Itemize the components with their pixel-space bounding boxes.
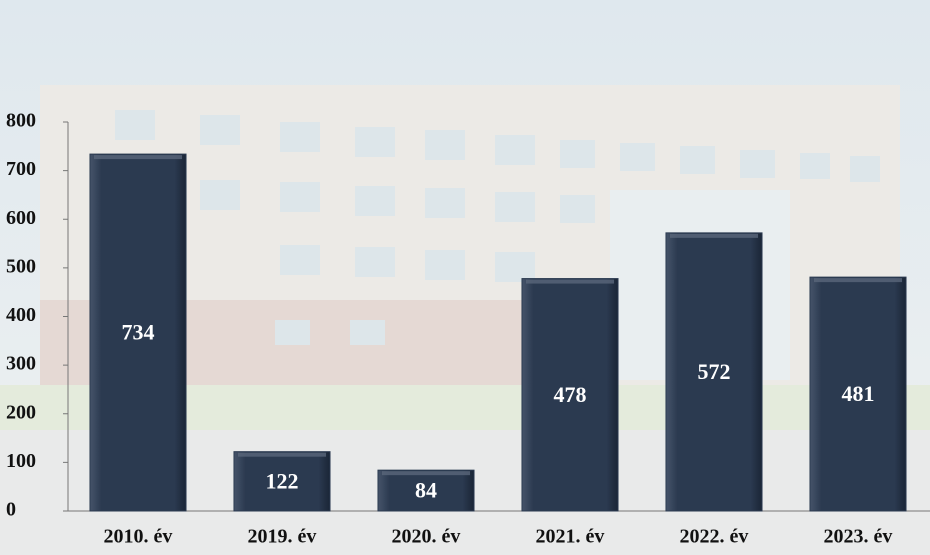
x-tick-label: 2020. év — [392, 526, 461, 548]
x-tick-label: 2023. év — [824, 526, 893, 548]
y-tick-label: 0 — [6, 499, 16, 521]
y-tick-label: 100 — [6, 450, 36, 472]
bar — [89, 153, 187, 512]
y-tick-label: 300 — [6, 353, 36, 375]
bar — [521, 278, 619, 512]
bar-bevel — [669, 233, 759, 238]
value-label: 734 — [122, 320, 155, 345]
y-tick-label: 600 — [6, 207, 36, 229]
y-tick-label: 400 — [6, 304, 36, 326]
value-label: 481 — [842, 381, 875, 406]
y-tick-label: 200 — [6, 401, 36, 423]
bar-bevel — [381, 471, 471, 476]
value-label: 572 — [698, 359, 731, 384]
bar — [809, 276, 907, 512]
bar-bevel — [93, 155, 183, 160]
bar-bevel — [813, 278, 903, 283]
bar — [665, 232, 763, 512]
bar-bevel — [525, 279, 615, 284]
x-tick-label: 2019. év — [248, 526, 317, 548]
value-label: 84 — [415, 478, 437, 503]
y-tick-label: 800 — [6, 110, 36, 132]
x-tick-label: 2010. év — [104, 526, 173, 548]
y-tick-label: 500 — [6, 255, 36, 277]
value-label: 478 — [554, 382, 587, 407]
value-label: 122 — [266, 468, 299, 493]
y-tick-label: 700 — [6, 158, 36, 180]
x-tick-label: 2021. év — [536, 526, 605, 548]
bar — [377, 469, 475, 512]
bar-bevel — [237, 452, 327, 457]
bar — [233, 451, 331, 512]
x-tick-label: 2022. év — [680, 526, 749, 548]
